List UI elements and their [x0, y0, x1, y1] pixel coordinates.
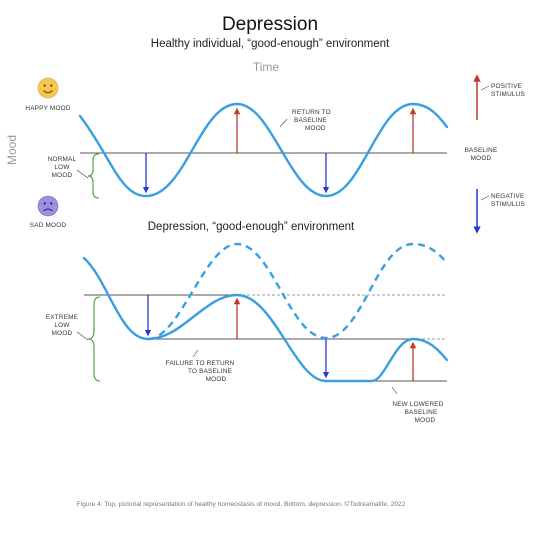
svg-text:NEW LOWERED: NEW LOWERED	[392, 401, 443, 408]
failure-to-return-label: FAILURE TO RETURN TO BASELINE MOOD	[166, 360, 235, 383]
svg-text:TO BASELINE: TO BASELINE	[188, 368, 232, 375]
svg-text:EXTREME: EXTREME	[46, 314, 78, 321]
positive-stimulus-leader	[480, 85, 490, 91]
svg-text:STIMULUS: STIMULUS	[491, 201, 525, 208]
sad-face-icon	[37, 195, 59, 217]
return-to-baseline-leader	[279, 118, 288, 128]
sad-mood-label: SAD MOOD	[30, 222, 67, 229]
mood-axis-label: Mood	[5, 135, 19, 165]
time-axis-label: Time	[253, 60, 280, 74]
figure-caption: Figure 4: Top, pictorial representation …	[77, 500, 406, 508]
svg-text:BASELINE: BASELINE	[405, 409, 438, 416]
normal-low-leader	[76, 169, 89, 179]
failure-to-return-leader	[192, 349, 199, 358]
new-lowered-baseline-label: NEW LOWERED BASELINE MOOD	[392, 401, 443, 424]
svg-text:MOOD: MOOD	[206, 376, 227, 383]
positive-stimulus-label: POSITIVE STIMULUS	[491, 83, 525, 98]
page-subtitle: Healthy individual, “good-enough” enviro…	[151, 38, 390, 50]
return-to-baseline-label: RETURN TO BASELINE MOOD	[292, 109, 331, 132]
svg-text:MOOD: MOOD	[305, 125, 326, 132]
svg-text:MOOD: MOOD	[52, 172, 73, 179]
svg-text:STIMULUS: STIMULUS	[491, 91, 525, 98]
healthy-mood-wave	[78, 102, 449, 198]
depression-mood-wave	[82, 256, 449, 383]
svg-text:MOOD: MOOD	[471, 155, 492, 162]
happy-mood-label: HAPPY MOOD	[25, 105, 70, 112]
page-title: Depression	[222, 14, 318, 35]
svg-text:MOOD: MOOD	[415, 417, 436, 424]
svg-text:RETURN TO: RETURN TO	[292, 109, 331, 116]
svg-text:FAILURE TO RETURN: FAILURE TO RETURN	[166, 360, 235, 367]
extreme-low-mood-label: EXTREME LOW MOOD	[46, 314, 78, 337]
svg-text:LOW: LOW	[54, 164, 70, 171]
negative-stimulus-label: NEGATIVE STIMULUS	[491, 193, 525, 208]
svg-text:NORMAL: NORMAL	[48, 156, 77, 163]
normal-low-mood-brace	[87, 153, 100, 199]
new-lowered-baseline-leader	[391, 386, 398, 395]
smiley-face-icon	[37, 77, 59, 99]
negative-stimulus-leader	[480, 195, 490, 201]
depression-subtitle: Depression, “good-enough” environment	[148, 221, 355, 233]
extreme-low-mood-brace	[87, 296, 101, 382]
normal-low-mood-label: NORMAL LOW MOOD	[48, 156, 77, 179]
healthy-reference-dashed-wave	[147, 242, 448, 341]
svg-text:MOOD: MOOD	[52, 330, 73, 337]
svg-text:POSITIVE: POSITIVE	[491, 83, 522, 90]
svg-text:BASELINE: BASELINE	[465, 147, 498, 154]
svg-text:LOW: LOW	[54, 322, 70, 329]
svg-text:NEGATIVE: NEGATIVE	[491, 193, 524, 200]
extreme-low-leader	[76, 331, 89, 341]
svg-text:BASELINE: BASELINE	[294, 117, 327, 124]
baseline-mood-label: BASELINE MOOD	[465, 147, 498, 162]
